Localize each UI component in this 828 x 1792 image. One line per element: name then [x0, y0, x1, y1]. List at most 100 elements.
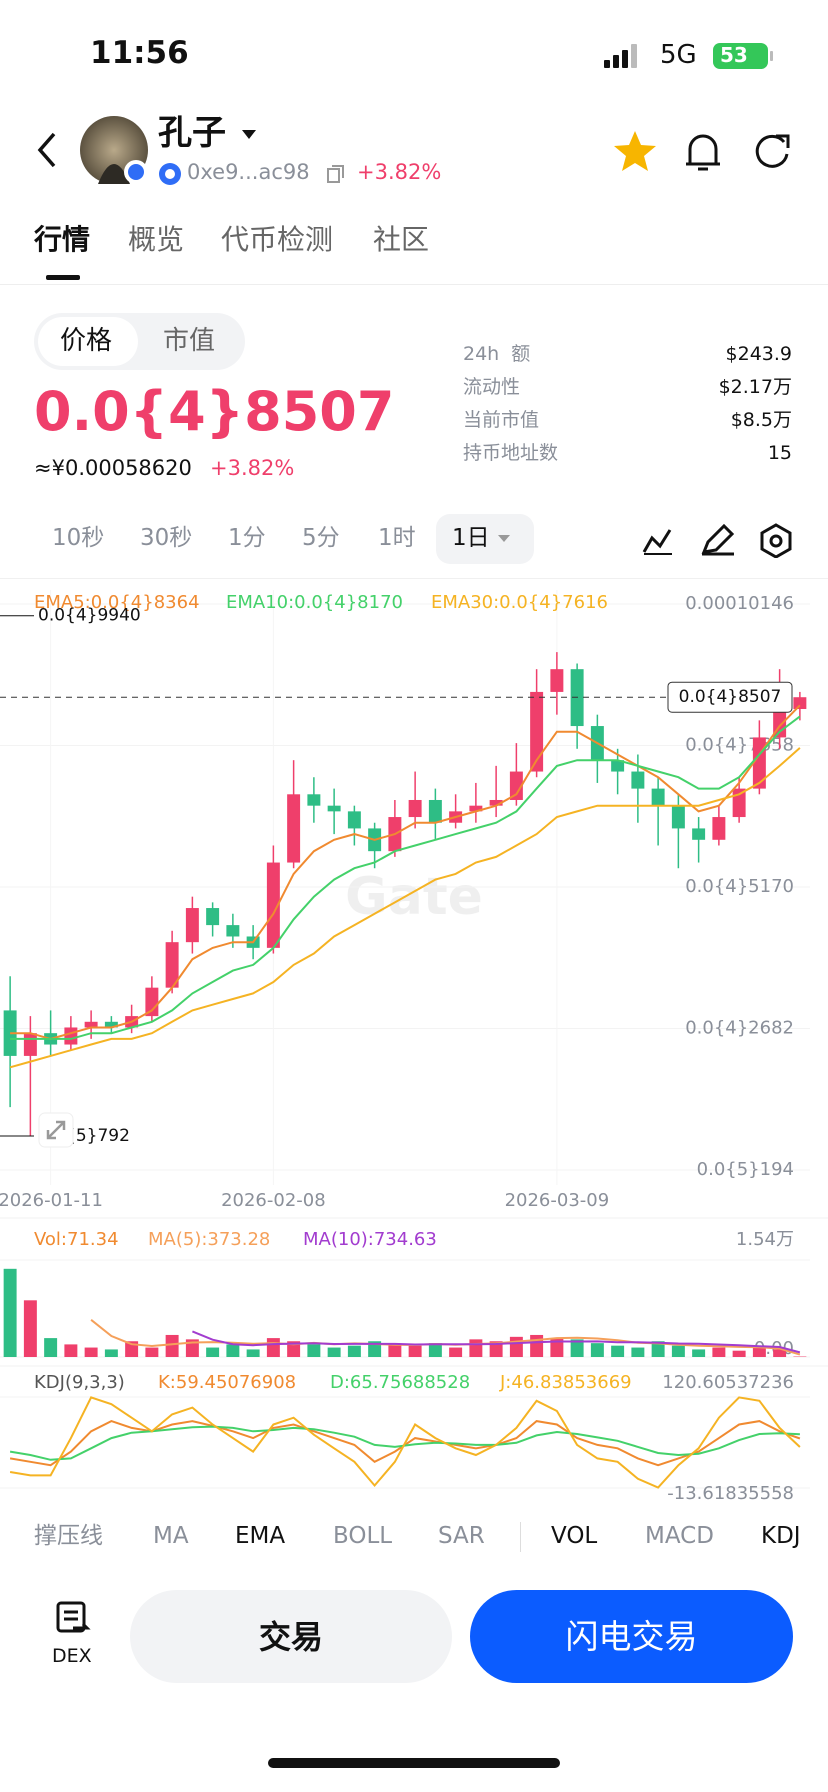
chart-tools[interactable] [640, 522, 800, 558]
timeframe[interactable]: 1日 [452, 525, 490, 551]
indicator-title: KDJ(9,3,3) [34, 1372, 125, 1393]
volume-bar [145, 1347, 159, 1357]
y-tick-label: 1.54万 [736, 1229, 794, 1250]
legend-entry: K:59.45076908 [158, 1372, 296, 1393]
token-name[interactable]: 孔子 [158, 113, 226, 153]
indicator-tab[interactable]: KDJ [761, 1523, 801, 1549]
indicator-tab[interactable]: EMA [235, 1523, 286, 1549]
home-indicator [268, 1758, 560, 1768]
indicator-tab[interactable]: BOLL [333, 1523, 393, 1549]
legend-entry: EMA10:0.0{4}8170 [226, 592, 403, 613]
timeframe[interactable]: 1时 [378, 525, 416, 551]
volume-bar [773, 1349, 787, 1357]
candle-body [104, 1021, 118, 1028]
indicator-tab[interactable]: MA [153, 1523, 189, 1549]
chain-icon [159, 163, 181, 185]
volume-bar [84, 1347, 98, 1357]
stat-value: $8.5万 [730, 409, 792, 431]
volume-bar [590, 1343, 604, 1357]
volume-bar [631, 1347, 645, 1357]
volume-bar [388, 1344, 402, 1357]
legend-entry: Vol:71.34 [34, 1229, 119, 1250]
indicator-tab[interactable]: SAR [438, 1523, 485, 1549]
toggle-option[interactable]: 价格 [60, 326, 113, 356]
tab[interactable]: 行情 [34, 223, 91, 256]
divider [520, 1522, 521, 1552]
volume-bar [428, 1343, 442, 1357]
timeframe-dropdown[interactable] [497, 534, 511, 544]
volume-bar [347, 1345, 361, 1357]
dex-icon[interactable] [55, 1600, 91, 1636]
candle-body [671, 805, 685, 829]
candle-body [327, 805, 341, 812]
y-tick-label: -13.61835558 [667, 1483, 794, 1504]
status-time: 11:56 [90, 35, 189, 71]
volume-bar [266, 1338, 280, 1357]
last-price-label: 0.0{4}8507 [679, 687, 782, 707]
stat-label: 24h 额 [463, 343, 531, 365]
x-tick-label: 2026-03-09 [505, 1190, 610, 1211]
series-line [9, 1396, 801, 1489]
indicator-tab[interactable]: VOL [551, 1523, 598, 1549]
candle-body [428, 799, 442, 823]
timeframe[interactable]: 30秒 [140, 525, 193, 551]
header-actions[interactable] [612, 128, 802, 174]
tab[interactable]: 代币检测 [221, 223, 334, 256]
series-line [192, 1330, 801, 1354]
candle-body [287, 794, 301, 863]
legend-entry: EMA5:0.0{4}8364 [34, 592, 200, 613]
candle-body [692, 828, 706, 840]
candle-body [23, 1033, 37, 1056]
candle-body [347, 811, 361, 829]
candle-body [651, 788, 665, 806]
candle-body [307, 794, 321, 806]
dex-label[interactable]: DEX [52, 1645, 92, 1667]
stat-value: $2.17万 [718, 376, 792, 398]
candle-body [185, 908, 199, 943]
candle-body [631, 771, 645, 789]
timeframe[interactable]: 10秒 [52, 525, 105, 551]
volume-bar [712, 1347, 726, 1357]
series-line [10, 704, 801, 1040]
indicator-tab[interactable]: 撑压线 [34, 1523, 103, 1549]
y-tick-label: 0.0{5}194 [697, 1159, 794, 1180]
volume-bar [246, 1349, 260, 1357]
candle-body [509, 771, 523, 800]
volume-bar [489, 1341, 503, 1357]
legend-entry: MA(10):734.63 [303, 1229, 437, 1250]
toggle-option[interactable]: 市值 [163, 326, 216, 356]
volume-bar [206, 1347, 220, 1357]
trade-button[interactable]: 交易 [130, 1590, 452, 1683]
copy-icon[interactable] [325, 163, 347, 185]
stat-label: 当前市值 [463, 409, 540, 431]
volume-bar [104, 1349, 118, 1357]
timeframe-active-bg [436, 514, 534, 564]
series-line [9, 747, 801, 1069]
x-tick-label: 2026-01-11 [0, 1190, 103, 1211]
candle-body [165, 942, 179, 988]
tab[interactable]: 概览 [128, 223, 185, 256]
fullscreen-button[interactable] [38, 1112, 74, 1148]
last-price-box [667, 681, 793, 713]
status-icons [604, 43, 773, 69]
volume-bar [692, 1349, 706, 1357]
volume-bar [327, 1347, 341, 1357]
y-tick-label: 120.60537236 [662, 1372, 794, 1393]
candle-body [408, 799, 422, 818]
tab[interactable]: 社区 [373, 223, 430, 256]
volume-bar [550, 1338, 564, 1357]
token-avatar [80, 116, 148, 184]
indicator-tab[interactable]: MACD [645, 1523, 714, 1549]
legend-entry: MA(5):373.28 [148, 1229, 270, 1250]
volume-bar [449, 1347, 463, 1357]
high-marker-label: 0.0{4}9940 [38, 606, 141, 626]
timeframe[interactable]: 5分 [302, 525, 340, 551]
flash-trade-button[interactable]: 闪电交易 [470, 1590, 793, 1683]
dropdown-icon[interactable] [240, 128, 260, 142]
tab-indicator [46, 275, 80, 280]
price-change: +3.82% [210, 456, 295, 480]
back-button[interactable] [30, 128, 70, 172]
timeframe[interactable]: 1分 [228, 525, 266, 551]
